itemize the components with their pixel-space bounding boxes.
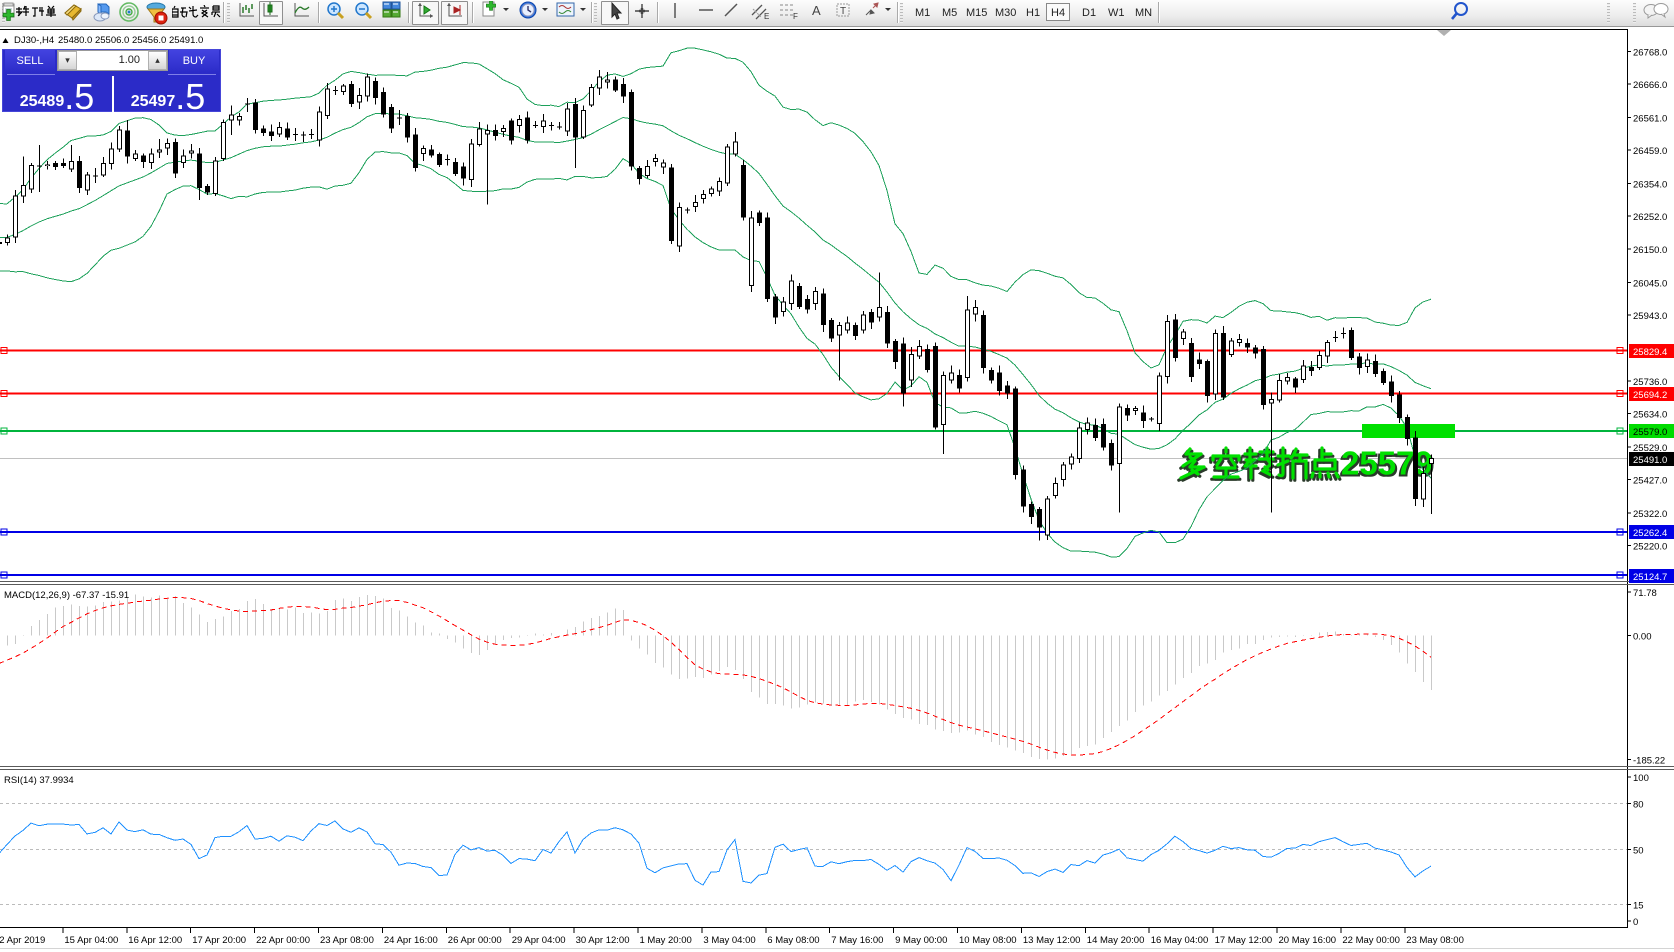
svg-text:30 Apr 12:00: 30 Apr 12:00 (576, 935, 630, 946)
svg-text:25322.0: 25322.0 (1633, 509, 1667, 520)
svg-text:50: 50 (1633, 846, 1644, 857)
svg-text:71.78: 71.78 (1633, 588, 1657, 599)
svg-text:26150.0: 26150.0 (1633, 245, 1667, 256)
svg-text:1 May 20:00: 1 May 20:00 (640, 935, 692, 946)
svg-text:26252.0: 26252.0 (1633, 212, 1667, 223)
svg-text:25427.0: 25427.0 (1633, 476, 1667, 487)
svg-text:29 Apr 04:00: 29 Apr 04:00 (512, 935, 566, 946)
svg-text:25124.7: 25124.7 (1633, 572, 1667, 583)
svg-text:23 Apr 08:00: 23 Apr 08:00 (320, 935, 374, 946)
svg-text:3 May 04:00: 3 May 04:00 (703, 935, 755, 946)
svg-text:-185.22: -185.22 (1633, 756, 1665, 767)
svg-text:25529.0: 25529.0 (1633, 443, 1667, 454)
svg-text:DJ30-,H4: DJ30-,H4 (14, 35, 54, 46)
svg-text:25634.0: 25634.0 (1633, 410, 1667, 421)
svg-text:0.00: 0.00 (1633, 631, 1652, 642)
svg-text:20 May 16:00: 20 May 16:00 (1279, 935, 1337, 946)
svg-text:14 May 20:00: 14 May 20:00 (1087, 935, 1145, 946)
svg-text:6 May 08:00: 6 May 08:00 (767, 935, 819, 946)
svg-text:15 Apr 04:00: 15 Apr 04:00 (64, 935, 118, 946)
svg-text:13 May 12:00: 13 May 12:00 (1023, 935, 1081, 946)
svg-text:80: 80 (1633, 799, 1644, 810)
svg-text:26354.0: 26354.0 (1633, 180, 1667, 191)
svg-text:26666.0: 26666.0 (1633, 80, 1667, 91)
svg-text:22 May 00:00: 22 May 00:00 (1342, 935, 1400, 946)
svg-text:E: E (764, 12, 769, 21)
svg-text:26 Apr 00:00: 26 Apr 00:00 (448, 935, 502, 946)
svg-text:25220.0: 25220.0 (1633, 542, 1667, 553)
svg-text:25829.4: 25829.4 (1633, 347, 1667, 358)
svg-text:26045.0: 26045.0 (1633, 278, 1667, 289)
svg-text:0: 0 (1633, 917, 1638, 928)
svg-text:100: 100 (1633, 773, 1649, 784)
svg-text:17 May 12:00: 17 May 12:00 (1215, 935, 1273, 946)
svg-text:24 Apr 16:00: 24 Apr 16:00 (384, 935, 438, 946)
svg-text:12 Apr 2019: 12 Apr 2019 (0, 935, 45, 946)
svg-text:16 Apr 12:00: 16 Apr 12:00 (128, 935, 182, 946)
svg-text:F: F (793, 12, 798, 21)
svg-text:25694.2: 25694.2 (1633, 390, 1667, 401)
svg-text:25943.0: 25943.0 (1633, 311, 1667, 322)
svg-text:16 May 04:00: 16 May 04:00 (1151, 935, 1209, 946)
svg-text:MACD(12,26,9) -67.37 -15.91: MACD(12,26,9) -67.37 -15.91 (4, 590, 129, 601)
svg-text:26459.0: 26459.0 (1633, 146, 1667, 157)
svg-text:23 May 08:00: 23 May 08:00 (1406, 935, 1464, 946)
svg-text:25491.0: 25491.0 (1633, 455, 1667, 466)
svg-text:25262.4: 25262.4 (1633, 528, 1667, 539)
svg-text:25579.0: 25579.0 (1633, 427, 1667, 438)
svg-text:26561.0: 26561.0 (1633, 114, 1667, 125)
svg-text:25480.0 25506.0 25456.0 25491.: 25480.0 25506.0 25456.0 25491.0 (58, 35, 203, 46)
svg-text:9 May 00:00: 9 May 00:00 (895, 935, 947, 946)
svg-text:17 Apr 20:00: 17 Apr 20:00 (192, 935, 246, 946)
svg-text:A: A (812, 3, 821, 18)
svg-text:15: 15 (1633, 901, 1644, 912)
svg-text:7 May 16:00: 7 May 16:00 (831, 935, 883, 946)
svg-text:RSI(14) 37.9934: RSI(14) 37.9934 (4, 775, 74, 786)
svg-text:T: T (840, 6, 846, 17)
svg-text:25579: 25579 (1343, 447, 1435, 484)
svg-text:26768.0: 26768.0 (1633, 48, 1667, 59)
svg-text:25736.0: 25736.0 (1633, 377, 1667, 388)
svg-text:22 Apr 00:00: 22 Apr 00:00 (256, 935, 310, 946)
svg-text:10 May 08:00: 10 May 08:00 (959, 935, 1017, 946)
